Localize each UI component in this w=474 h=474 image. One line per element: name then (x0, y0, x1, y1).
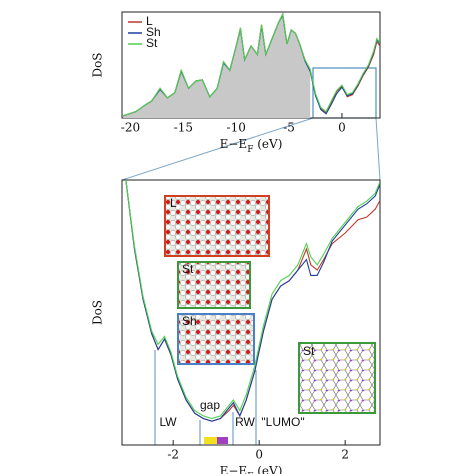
zoom-connector (375, 117, 381, 181)
annotation: "LUMO" (261, 415, 304, 429)
x-axis-label-part: F (247, 145, 253, 155)
inset-image (298, 342, 376, 414)
area (123, 14, 311, 118)
annotation: RW (235, 415, 255, 429)
inset-label: Sh (182, 314, 197, 328)
legend-label: Sh (146, 25, 161, 39)
x-tick-label: -2 (167, 448, 179, 462)
gap-bar (217, 437, 228, 444)
gap-bar (204, 437, 217, 444)
legend-label: L (146, 14, 153, 28)
annotation: gap (200, 398, 220, 412)
inset-image (177, 313, 255, 365)
x-axis-label: E−EF (eV) (220, 137, 283, 155)
legend-label: St (146, 36, 158, 50)
zoom-connector (121, 117, 314, 181)
x-tick-label: -20 (121, 121, 140, 135)
x-tick-label: 2 (341, 448, 349, 462)
x-axis-label-part: E−E (220, 137, 248, 151)
inset-label: St (303, 344, 315, 358)
x-tick-label: -15 (174, 121, 193, 135)
x-axis-label: E−EF (eV) (220, 464, 283, 474)
x-tick-label: 0 (338, 121, 346, 135)
x-axis-label-part: (eV) (253, 464, 282, 474)
line (125, 180, 380, 422)
y-axis-label: DoS (91, 300, 105, 325)
x-tick-label: -5 (283, 121, 295, 135)
inset-image (164, 195, 270, 257)
plot-frame (121, 179, 381, 446)
x-tick-label: 0 (255, 448, 263, 462)
inset-label: St (182, 262, 194, 276)
x-axis-label-part: E−E (220, 464, 248, 474)
line (125, 180, 380, 420)
x-tick-label: -10 (227, 121, 246, 135)
x-axis-label-part: F (247, 472, 253, 474)
line (122, 12, 380, 117)
inset-image (177, 261, 251, 309)
x-axis-label-part: (eV) (253, 137, 282, 151)
annotation: LW (159, 415, 177, 429)
inset-label: L (170, 196, 177, 210)
y-axis-label: DoS (91, 52, 105, 77)
